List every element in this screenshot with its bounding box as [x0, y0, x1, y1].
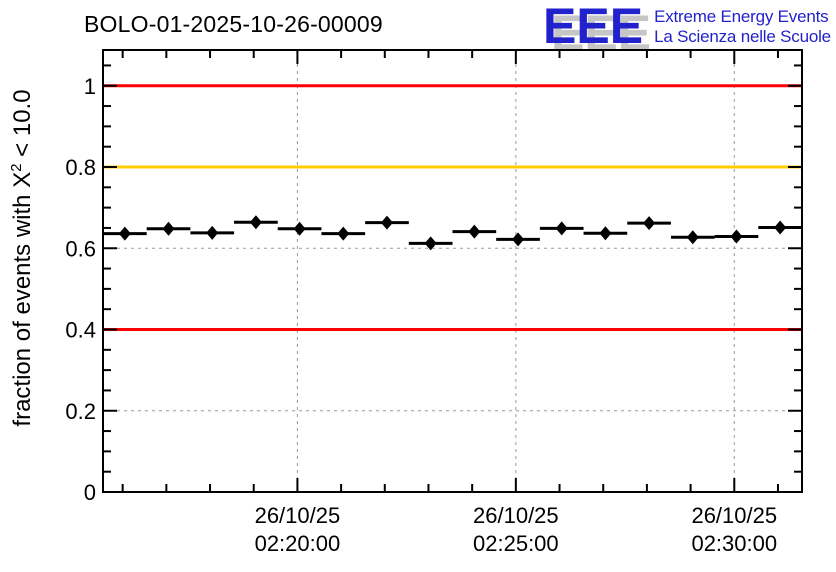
x-tick-label-date: 26/10/25	[691, 503, 777, 528]
data-point-marker	[730, 229, 743, 244]
data-point-marker	[555, 221, 568, 236]
data-point-marker	[249, 215, 262, 230]
x-tick-label-time: 02:30:00	[691, 531, 777, 556]
data-point-marker	[380, 215, 393, 230]
data-point-marker	[774, 220, 787, 235]
eee-logo-text: Extreme Energy Events La Scienza nelle S…	[654, 4, 831, 47]
y-tick-label: 0.4	[65, 318, 96, 343]
y-tick-label: 1	[84, 74, 96, 99]
eee-logo: EEE Extreme Energy Events La Scienza nel…	[543, 0, 831, 54]
eee-logo-line2: La Scienza nelle Scuole	[654, 27, 831, 46]
y-tick-label: 0.6	[65, 236, 96, 261]
data-point-marker	[162, 221, 175, 236]
data-point-marker	[118, 226, 131, 241]
page-title: BOLO-01-2025-10-26-00009	[84, 11, 383, 37]
eee-logo-acronym: EEE	[543, 0, 644, 54]
x-tick-label-date: 26/10/25	[473, 503, 559, 528]
plot-frame	[102, 49, 803, 493]
x-tick-label-time: 02:25:00	[473, 531, 559, 556]
data-point-marker	[468, 224, 481, 239]
data-point-marker	[293, 221, 306, 236]
eee-logo-line1: Extreme Energy Events	[654, 7, 829, 26]
data-point-marker	[599, 226, 612, 241]
x-tick-label-date: 26/10/25	[255, 503, 341, 528]
y-tick-label: 0.8	[65, 155, 96, 180]
data-point-marker	[424, 236, 437, 251]
x-tick-label-time: 02:20:00	[255, 531, 341, 556]
y-tick-label: 0.2	[65, 399, 96, 424]
data-point-marker	[643, 216, 656, 231]
y-tick-label: 0	[84, 480, 96, 505]
data-point-marker	[206, 225, 219, 240]
data-point-marker	[337, 226, 350, 241]
data-point-marker	[686, 230, 699, 245]
data-point-marker	[512, 232, 525, 247]
